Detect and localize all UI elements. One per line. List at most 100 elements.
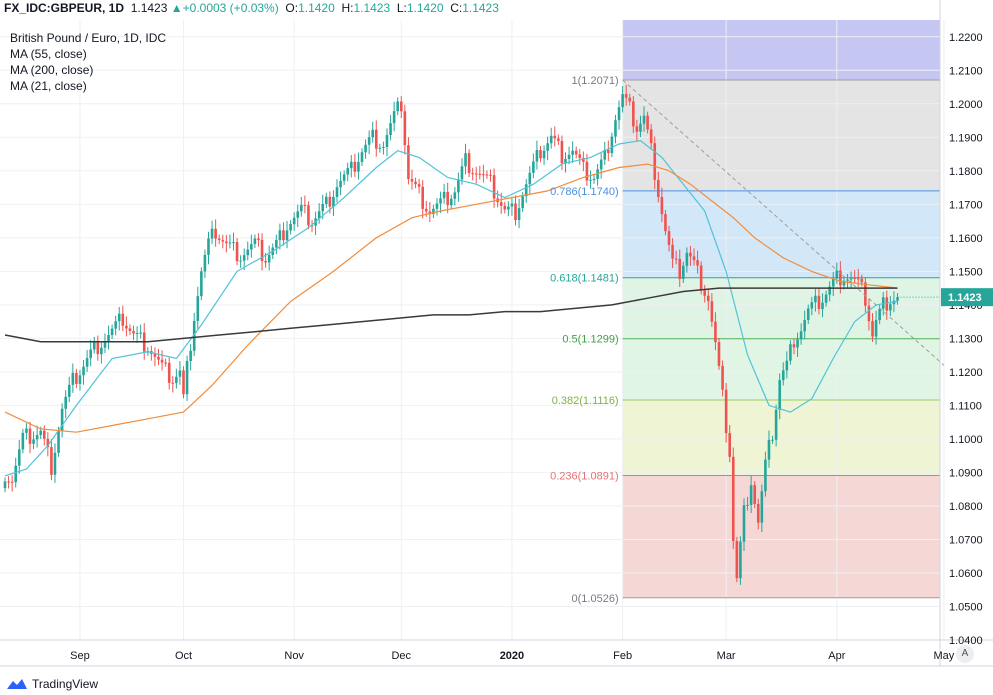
candle-body xyxy=(574,150,578,155)
candle-body xyxy=(567,154,571,159)
ma-200-line xyxy=(4,287,898,343)
candle-body xyxy=(742,505,746,542)
candle-body xyxy=(432,208,435,215)
candle-body xyxy=(856,278,860,280)
legend-ma-200[interactable]: MA (200, close) xyxy=(10,63,94,77)
price-tick-label: 1.1200 xyxy=(949,367,983,379)
candle-body xyxy=(264,261,267,263)
candle-body xyxy=(221,240,225,242)
candle-body xyxy=(735,540,739,579)
candle-body xyxy=(64,396,67,409)
candle-body xyxy=(821,302,824,310)
candle-body xyxy=(282,230,285,241)
price-tick-label: 1.2000 xyxy=(949,99,983,111)
candle-body xyxy=(117,313,121,322)
candle-body xyxy=(10,481,14,483)
candle-body xyxy=(392,111,396,124)
candle-body xyxy=(828,286,831,295)
candle-body xyxy=(699,265,703,291)
fibonacci-lines xyxy=(622,79,940,599)
candle-body xyxy=(628,97,632,102)
candle-body xyxy=(599,159,603,170)
high-value: 1.1423 xyxy=(353,1,391,15)
tradingview-icon xyxy=(7,679,27,689)
candle-body xyxy=(649,129,653,144)
candle-body xyxy=(207,238,210,255)
candle-body xyxy=(539,150,542,159)
candle-body xyxy=(685,252,689,266)
candle-body xyxy=(200,271,203,297)
candle-body xyxy=(39,430,42,436)
last-price-tag xyxy=(941,288,993,307)
candle-body xyxy=(257,238,260,240)
candle-body xyxy=(242,255,246,261)
trend-line xyxy=(622,79,945,366)
tradingview-logo[interactable]: TradingView xyxy=(6,677,98,691)
candle-body xyxy=(328,196,332,207)
price-tick-label: 1.0800 xyxy=(949,501,983,513)
auto-scale-button[interactable]: A xyxy=(956,645,974,663)
candle-body xyxy=(182,370,185,395)
brand-label: TradingView xyxy=(32,677,99,691)
candle-body xyxy=(289,224,292,231)
candle-body xyxy=(657,179,660,197)
candle-body xyxy=(399,101,403,112)
candle-body xyxy=(571,150,574,155)
close-label: C: xyxy=(450,1,463,15)
price-tick-label: 1.0900 xyxy=(949,467,983,479)
candle-body xyxy=(50,447,53,475)
legend-title[interactable]: British Pound / Euro, 1D, IDC xyxy=(10,31,167,45)
candle-body xyxy=(831,278,835,287)
candle-body xyxy=(696,260,699,266)
price-tick-label: 1.1700 xyxy=(949,199,983,211)
price-tick-label: 1.0500 xyxy=(949,601,983,613)
candle-body xyxy=(239,260,242,262)
candle-body xyxy=(756,503,760,523)
price-tick-label: 1.0600 xyxy=(949,568,983,580)
candle-body xyxy=(692,256,696,261)
change-up-icon: ▲ xyxy=(170,1,183,15)
candle-body xyxy=(214,228,217,239)
candle-body xyxy=(135,333,139,335)
candle-body xyxy=(874,320,878,337)
candle-body xyxy=(164,362,167,364)
candle-body xyxy=(246,249,250,256)
last-price: 1.1423 xyxy=(130,1,168,15)
candle-body xyxy=(110,328,114,336)
fib-level-label: 0(1.0526) xyxy=(572,593,619,605)
candle-body xyxy=(824,294,828,303)
candle-body xyxy=(785,360,789,371)
candle-body xyxy=(307,205,310,226)
candle-body xyxy=(457,179,460,193)
candle-body xyxy=(446,191,449,206)
candle-body xyxy=(125,325,128,329)
candle-body xyxy=(617,107,621,121)
candle-body xyxy=(367,137,371,145)
legend-ma-21[interactable]: MA (21, close) xyxy=(10,79,87,93)
candle-body xyxy=(753,485,756,504)
candle-body xyxy=(339,180,342,188)
candle-body xyxy=(25,428,28,433)
candle-body xyxy=(78,375,82,384)
candle-body xyxy=(660,196,664,215)
candle-body xyxy=(514,203,517,221)
candle-body xyxy=(664,214,667,232)
fibonacci-zones xyxy=(622,20,940,598)
candle-body xyxy=(335,187,339,197)
candle-body xyxy=(175,376,178,384)
candle-body xyxy=(546,143,549,151)
candle-body xyxy=(460,166,464,180)
candle-body xyxy=(114,321,117,329)
candle-body xyxy=(346,168,350,175)
candle-body xyxy=(439,198,442,204)
candle-body xyxy=(721,365,724,390)
candle-body xyxy=(653,143,657,180)
candle-body xyxy=(267,254,271,263)
candle-body xyxy=(621,94,624,108)
legend-ma-55[interactable]: MA (55, close) xyxy=(10,47,87,61)
candle-body xyxy=(746,504,749,506)
candle-body xyxy=(603,149,607,160)
fib-zone xyxy=(622,277,940,339)
candle-body xyxy=(157,356,160,360)
